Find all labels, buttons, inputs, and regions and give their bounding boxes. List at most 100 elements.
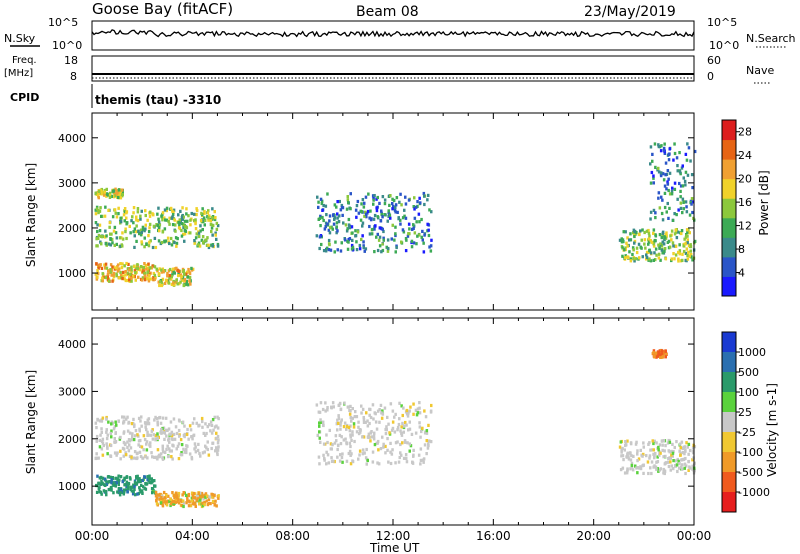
velocity-colorbar-swatch xyxy=(722,412,736,433)
velocity-echo-cell xyxy=(95,452,98,456)
velocity-echo-cell xyxy=(126,415,129,419)
power-echo-cell xyxy=(373,194,376,198)
power-echo-cell xyxy=(355,204,359,208)
nsearch-label: N.Search xyxy=(746,32,796,45)
power-echo-cell xyxy=(415,220,418,224)
velocity-echo-cell xyxy=(207,501,211,505)
power-echo-cell xyxy=(691,210,694,215)
power-echo-cell xyxy=(143,229,146,233)
power-echo-cell xyxy=(349,207,352,211)
velocity-echo-cell xyxy=(351,433,354,437)
power-echo-cell xyxy=(197,243,200,247)
velocity-echo-cell xyxy=(408,409,411,413)
velocity-echo-cell xyxy=(384,427,387,432)
power-echo-cell xyxy=(143,236,146,240)
power-echo-cell xyxy=(381,248,385,253)
power-echo-cell xyxy=(376,248,380,253)
power-echo-cell xyxy=(132,206,136,210)
power-echo-cell xyxy=(148,222,152,226)
power-echo-cell xyxy=(204,238,207,242)
velocity-echo-cell xyxy=(121,489,124,494)
power-echo-cell xyxy=(134,266,138,270)
power-echo-cell xyxy=(104,262,108,266)
velocity-echo-cell xyxy=(213,415,216,419)
power-echo-cell xyxy=(335,221,339,225)
power-echo-cell xyxy=(95,207,99,211)
velocity-echo-cell xyxy=(321,420,325,424)
velocity-echo-cell xyxy=(154,433,157,438)
y-tick-label: 2000 xyxy=(58,433,86,446)
velocity-echo-cell xyxy=(121,446,125,450)
velocity-echo-cell xyxy=(406,441,409,445)
velocity-echo-cell xyxy=(201,451,205,455)
power-echo-cell xyxy=(373,227,376,231)
power-echo-cell xyxy=(641,255,644,259)
power-echo-cell xyxy=(666,182,670,186)
power-echo-cell xyxy=(110,273,113,277)
velocity-echo-cell xyxy=(401,441,404,445)
velocity-echo-cell xyxy=(127,484,130,489)
x-tick-label: 00:00 xyxy=(75,529,110,543)
power-echo-cell xyxy=(674,228,677,232)
velocity-echo-cell xyxy=(329,442,333,446)
velocity-echo-cell xyxy=(685,441,688,445)
velocity-echo-cell xyxy=(114,431,117,435)
power-echo-cell xyxy=(153,277,156,281)
power-echo-cell xyxy=(661,231,665,235)
velocity-echo-cell xyxy=(338,433,342,437)
velocity-echo-cell xyxy=(636,466,640,470)
velocity-echo-cell xyxy=(146,456,149,460)
velocity-echo-cell xyxy=(143,438,147,442)
power-echo-cell xyxy=(362,240,365,244)
power-echo-cell xyxy=(210,229,213,234)
velocity-echo-cell xyxy=(425,452,428,456)
velocity-echo-cell xyxy=(389,461,393,466)
velocity-echo-cell xyxy=(138,477,141,481)
velocity-echo-cell xyxy=(349,453,352,457)
velocity-echo-cell xyxy=(162,426,166,430)
velocity-echo-cell xyxy=(338,459,342,463)
velocity-colorbar-swatch xyxy=(722,492,736,513)
power-echo-cell xyxy=(111,265,114,269)
velocity-echo-cell xyxy=(166,455,170,459)
power-echo-cell xyxy=(123,207,127,211)
power-echo-cell xyxy=(675,213,678,217)
power-echo-cell xyxy=(163,208,167,212)
velocity-echo-cell xyxy=(142,448,145,452)
power-echo-cell xyxy=(177,221,180,225)
power-echo-cell xyxy=(119,191,122,195)
power-echo-cell xyxy=(679,184,683,188)
velocity-echo-cell xyxy=(164,416,168,420)
power-echo-cell xyxy=(652,181,655,185)
velocity-echo-cell xyxy=(353,415,357,419)
velocity-echo-cell xyxy=(649,466,652,470)
velocity-echo-cell xyxy=(388,431,391,435)
power-echo-cell xyxy=(97,196,100,200)
velocity-echo-cell xyxy=(205,431,208,436)
velocity-echo-cell xyxy=(401,421,404,425)
velocity-echo-cell xyxy=(158,453,162,457)
power-echo-cell xyxy=(179,209,182,213)
velocity-echo-cell xyxy=(339,453,342,457)
power-echo-cell xyxy=(203,218,207,222)
velocity-echo-cell xyxy=(349,462,353,466)
velocity-echo-cell xyxy=(141,478,144,483)
velocity-echo-cell xyxy=(343,421,347,425)
power-echo-cell xyxy=(161,212,164,216)
velocity-echo-cell xyxy=(684,456,687,461)
velocity-echo-cell xyxy=(342,425,346,429)
velocity-echo-cell xyxy=(163,431,167,435)
power-echo-cell xyxy=(100,192,103,196)
velocity-echo-cell xyxy=(155,496,159,500)
velocity-echo-cell xyxy=(659,355,662,359)
power-echo-cell xyxy=(156,212,159,216)
power-echo-cell xyxy=(387,209,390,213)
velocity-echo-cell xyxy=(100,447,104,451)
velocity-echo-cell xyxy=(153,455,156,459)
power-echo-cell xyxy=(381,227,384,231)
power-echo-cell xyxy=(362,205,366,209)
power-echo-cell xyxy=(119,270,122,275)
velocity-echo-cell xyxy=(116,451,119,455)
power-echo-cell xyxy=(112,273,115,277)
power-echo-cell xyxy=(388,213,392,217)
